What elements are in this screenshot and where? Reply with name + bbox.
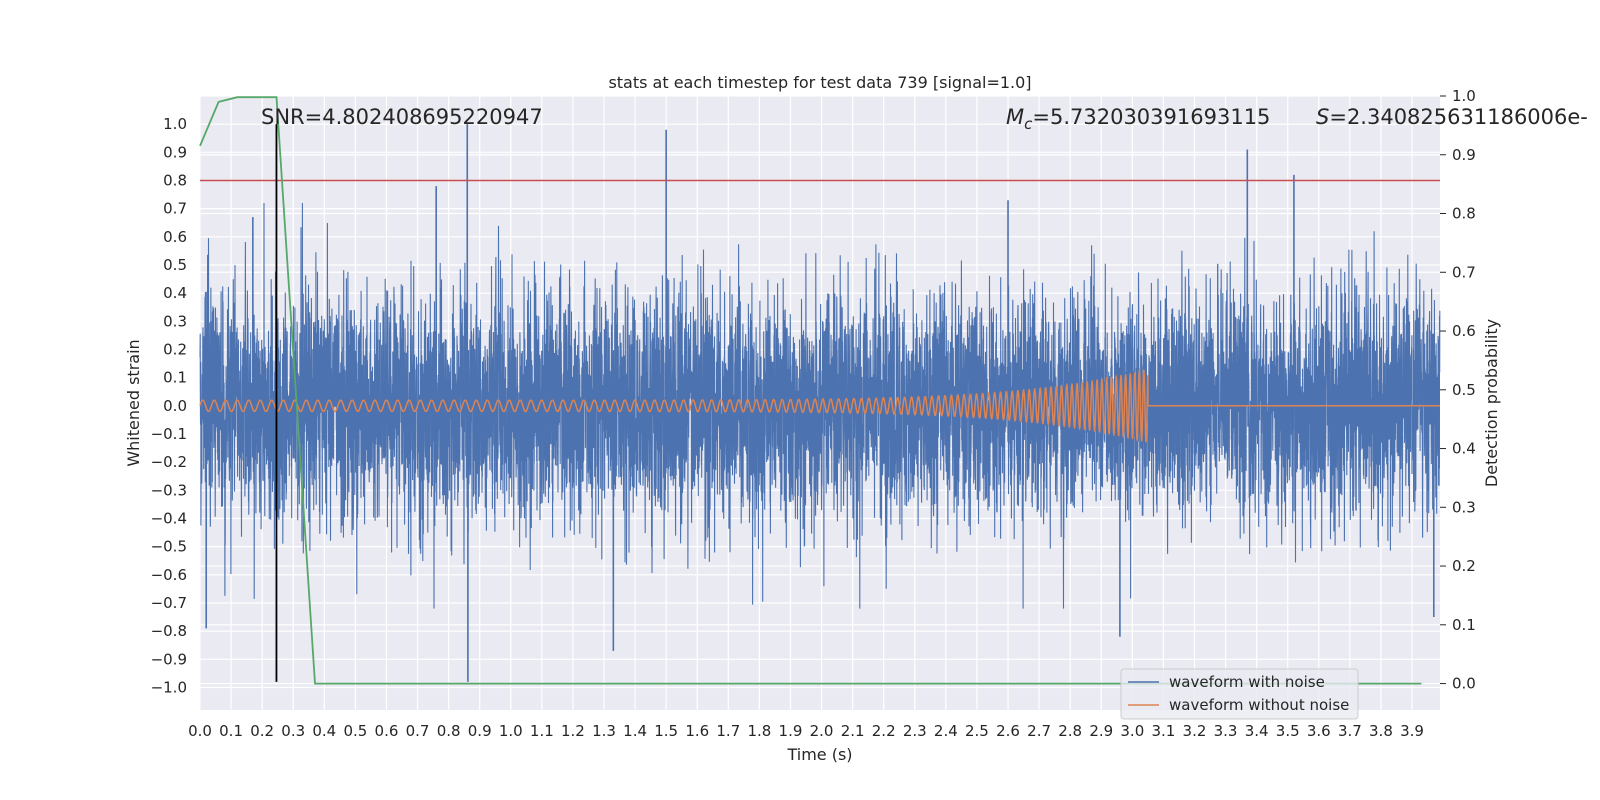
y-tick-label: 0.8 (163, 171, 187, 189)
x-tick-label: 2.9 (1089, 722, 1113, 740)
legend-box (1120, 668, 1359, 720)
x-tick-label: 1.7 (716, 722, 740, 740)
x-tick-label: 1.6 (685, 722, 709, 740)
y-tick-label: 0.9 (163, 143, 187, 161)
y-tick-label: 0.2 (163, 340, 187, 358)
x-tick-label: 3.3 (1214, 722, 1238, 740)
x-tick-label: 0.7 (406, 722, 430, 740)
waveform-without-noise-line (199, 368, 1440, 443)
x-tick-label: 2.7 (1027, 722, 1051, 740)
detection-probability-line (199, 96, 1422, 685)
x-tick-label: 3.4 (1245, 722, 1269, 740)
x-tick-label: 0.8 (437, 722, 461, 740)
s-annotation: S=2.340825631186006e- (1316, 105, 1588, 129)
y-tick-label: −0.2 (151, 453, 187, 471)
x-tick-label: 0.1 (219, 722, 243, 740)
y-tick-label: 0.1 (163, 369, 187, 387)
x-tick-label: 2.8 (1058, 722, 1082, 740)
y2-tick-label: 0.2 (1452, 557, 1476, 575)
x-tick-label: 3.8 (1369, 722, 1393, 740)
x-tick-label: 0.9 (468, 722, 492, 740)
x-tick-label: 2.5 (965, 722, 989, 740)
x-tick-label: 3.9 (1400, 722, 1424, 740)
x-tick-label: 1.8 (747, 722, 771, 740)
x-tick-label: 3.0 (1120, 722, 1144, 740)
ticks: 0.0 0.1 0.2 0.3 0.4 0.5 0.6 0.7 0.8 0.9 1.0 1.1 1.2 1… (151, 87, 1476, 740)
y2-axis-label: Detection probability (1482, 319, 1501, 487)
y2-tick-label: 0.3 (1452, 498, 1476, 516)
y-tick-label: −0.7 (151, 594, 187, 612)
y2-tick-label: 1.0 (1452, 87, 1476, 105)
x-tick-label: 1.1 (530, 722, 554, 740)
y2-tick-label: 0.1 (1452, 616, 1476, 634)
y-tick-label: 1.0 (163, 115, 187, 133)
y-tick-label: −0.1 (151, 425, 187, 443)
y2-tick-label: 0.4 (1452, 440, 1476, 458)
x-tick-label: 2.1 (841, 722, 865, 740)
x-tick-label: 0.5 (343, 722, 367, 740)
x-tick-label: 3.2 (1183, 722, 1207, 740)
x-tick-label: 1.9 (779, 722, 803, 740)
legend-label-clean: waveform without noise (1169, 696, 1349, 714)
y-tick-label: −0.6 (151, 566, 187, 584)
x-tick-label: 0.6 (375, 722, 399, 740)
x-axis-label: Time (s) (786, 745, 852, 764)
y2-tick-label: 0.7 (1452, 263, 1476, 281)
x-tick-label: 3.6 (1307, 722, 1331, 740)
y2-tick-label: 0.6 (1452, 322, 1476, 340)
x-tick-label: 3.7 (1338, 722, 1362, 740)
y-tick-label: 0.0 (163, 397, 187, 415)
y-axis-label: Whitened strain (124, 339, 143, 466)
legend: waveform with noise waveform without noi… (1120, 668, 1359, 720)
x-tick-label: 1.4 (623, 722, 647, 740)
x-tick-label: 2.6 (996, 722, 1020, 740)
plot-area (199, 96, 1441, 685)
x-tick-label: 2.4 (934, 722, 958, 740)
y-tick-label: −0.3 (151, 481, 187, 499)
y-tick-label: −0.9 (151, 650, 187, 668)
y2-tick-label: 0.0 (1452, 675, 1476, 693)
y2-tick-label: 0.5 (1452, 381, 1476, 399)
x-tick-label: 2.0 (810, 722, 834, 740)
y-tick-label: −1.0 (151, 678, 187, 696)
x-tick-label: 1.3 (592, 722, 616, 740)
y-tick-label: 0.6 (163, 228, 187, 246)
x-tick-label: 3.5 (1276, 722, 1300, 740)
x-tick-label: 3.1 (1151, 722, 1175, 740)
x-tick-label: 1.2 (561, 722, 585, 740)
x-tick-label: 0.4 (312, 722, 336, 740)
x-tick-label: 0.0 (188, 722, 212, 740)
x-tick-label: 2.2 (872, 722, 896, 740)
y-tick-label: 0.7 (163, 200, 187, 218)
legend-label-noise: waveform with noise (1169, 673, 1325, 691)
x-tick-label: 0.3 (281, 722, 305, 740)
y2-tick-label: 0.8 (1452, 205, 1476, 223)
x-tick-label: 1.0 (499, 722, 523, 740)
chart-title: stats at each timestep for test data 739… (608, 73, 1031, 92)
y-tick-label: 0.4 (163, 284, 187, 302)
waveform-with-noise-line (199, 202, 1441, 609)
snr-annotation: SNR=4.802408695220947 (261, 105, 543, 129)
chirp-mass-annotation: Mc=5.732030391693115 (1006, 105, 1270, 133)
x-tick-label: 2.3 (903, 722, 927, 740)
y-tick-label: −0.8 (151, 622, 187, 640)
y-tick-label: 0.3 (163, 312, 187, 330)
y2-tick-label: 0.9 (1452, 146, 1476, 164)
y-tick-label: −0.4 (151, 509, 187, 527)
y-tick-label: 0.5 (163, 256, 187, 274)
y-tick-label: −0.5 (151, 538, 187, 556)
x-tick-label: 1.5 (654, 722, 678, 740)
x-tick-label: 0.2 (250, 722, 274, 740)
